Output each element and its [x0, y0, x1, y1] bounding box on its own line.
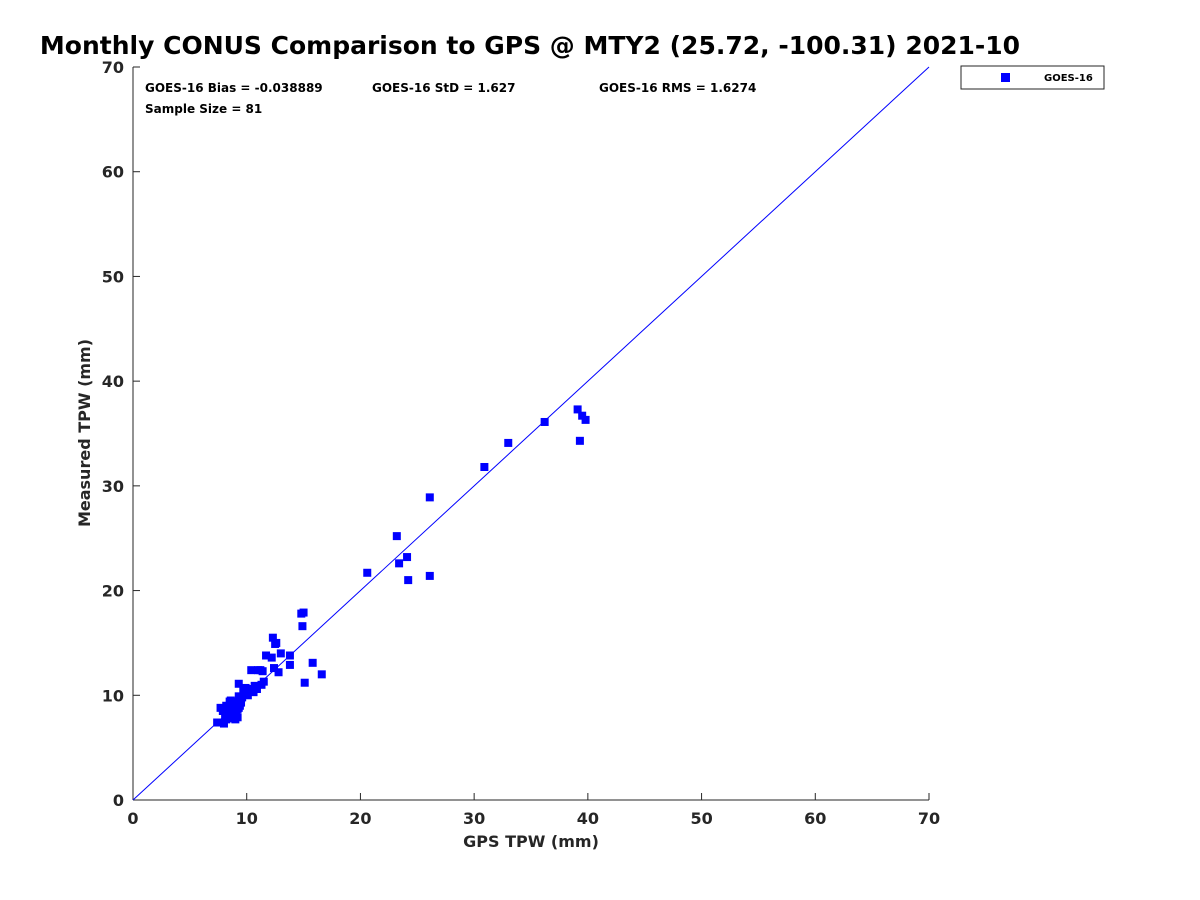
bias-stat: GOES-16 Bias = -0.038889	[145, 81, 323, 95]
x-tick-label: 60	[804, 809, 826, 828]
rms-stat: GOES-16 RMS = 1.6274	[599, 81, 756, 95]
x-tick-label: 0	[127, 809, 138, 828]
data-point	[233, 704, 242, 713]
data-point	[267, 653, 276, 662]
data-point	[268, 633, 277, 642]
data-points	[213, 405, 590, 728]
x-tick-label: 20	[349, 809, 371, 828]
data-point	[257, 680, 266, 689]
data-point	[395, 559, 404, 568]
y-tick-label: 70	[102, 58, 124, 77]
data-point	[271, 639, 280, 648]
data-point	[227, 702, 236, 711]
data-point	[222, 701, 231, 710]
data-point	[578, 411, 587, 420]
data-point	[243, 691, 252, 700]
data-point	[234, 679, 243, 688]
y-tick-label: 30	[102, 477, 124, 496]
data-point	[219, 719, 228, 728]
data-point	[225, 697, 234, 706]
data-point	[480, 463, 489, 472]
x-tick-label: 30	[463, 809, 485, 828]
data-point	[403, 553, 412, 562]
data-point	[392, 532, 401, 541]
y-tick-label: 40	[102, 372, 124, 391]
data-point	[237, 694, 246, 703]
x-axis-ticks: 0 10 20 30 40 50 60 70	[127, 793, 940, 828]
data-point	[581, 415, 590, 424]
x-tick-label: 50	[690, 809, 712, 828]
data-point	[213, 718, 222, 727]
x-tick-label: 70	[918, 809, 940, 828]
plot-area	[132, 67, 929, 801]
data-point	[258, 667, 267, 676]
data-point	[504, 438, 513, 447]
data-point	[247, 666, 256, 675]
data-point	[248, 686, 257, 695]
y-tick-label: 50	[102, 267, 124, 286]
y-tick-label: 0	[113, 791, 124, 810]
x-axis-label: GPS TPW (mm)	[463, 832, 599, 851]
std-stat: GOES-16 StD = 1.627	[372, 81, 515, 95]
x-tick-label: 10	[236, 809, 258, 828]
x-tick-label: 40	[577, 809, 599, 828]
data-point	[274, 668, 283, 677]
data-point	[285, 651, 294, 660]
data-point	[363, 568, 372, 577]
legend-label-goes-16: GOES-16	[1044, 73, 1093, 84]
data-point	[250, 681, 259, 690]
data-point	[425, 571, 434, 580]
data-point	[573, 405, 582, 414]
data-point	[276, 649, 285, 658]
data-point	[262, 651, 271, 660]
sample-size-stat: Sample Size = 81	[145, 102, 262, 116]
y-tick-label: 10	[102, 686, 124, 705]
data-point	[231, 712, 240, 721]
y-tick-label: 20	[102, 582, 124, 601]
data-point	[285, 660, 294, 669]
data-point	[540, 417, 549, 426]
data-point	[308, 658, 317, 667]
legend-box	[960, 65, 1105, 90]
data-point	[425, 493, 434, 502]
data-point	[223, 711, 232, 720]
data-point	[317, 670, 326, 679]
y-axis-ticks: 0 10 20 30 40 50 60 70	[102, 58, 140, 810]
data-point	[270, 664, 279, 673]
chart-title: Monthly CONUS Comparison to GPS @ MTY2 (…	[40, 31, 1020, 60]
data-point	[404, 576, 413, 585]
y-axis-label: Measured TPW (mm)	[75, 339, 94, 527]
legend-marker-goes-16	[1001, 73, 1010, 82]
data-point	[298, 622, 307, 631]
data-point	[300, 678, 309, 687]
data-point	[575, 436, 584, 445]
data-point	[230, 697, 239, 706]
data-point	[218, 706, 227, 715]
y-tick-label: 60	[102, 163, 124, 182]
data-point	[299, 608, 308, 617]
data-point	[241, 683, 250, 692]
legend: GOES-16	[960, 65, 1105, 90]
